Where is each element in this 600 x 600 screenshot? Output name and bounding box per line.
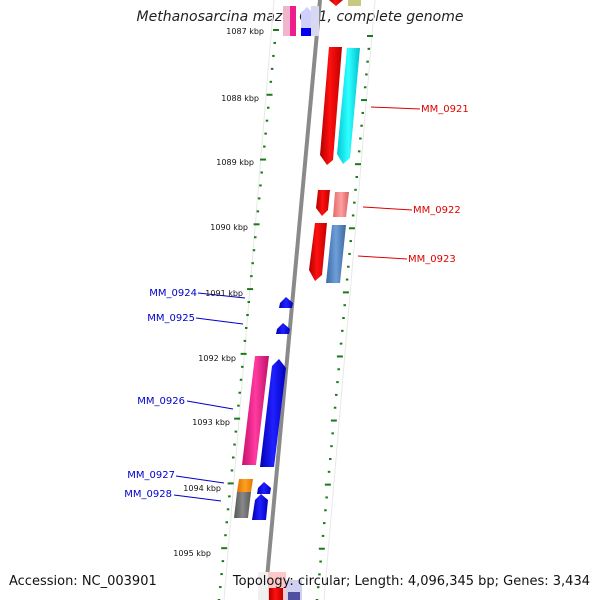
leader-MM_0924 xyxy=(197,292,246,299)
gene-MM_0921-red xyxy=(320,47,342,165)
gene-MM_0925 xyxy=(276,323,290,334)
partial-gene-lavender xyxy=(311,6,319,36)
ruler-label: 1091 kbp xyxy=(205,289,243,298)
partial-gene-white xyxy=(258,572,268,600)
gene-labels: MM_0921 MM_0922 MM_0923 MM_0924 MM_0925 … xyxy=(124,104,468,500)
topology-text: Topology: circular; Length: 4,096,345 bp… xyxy=(232,574,590,589)
inner-ring-edge xyxy=(223,0,275,600)
partial-gene-red-bottom xyxy=(269,588,283,600)
gene-MM_0926-magenta xyxy=(242,356,269,465)
leader-MM_0923 xyxy=(357,255,408,260)
ruler-label: 1090 kbp xyxy=(210,223,248,232)
tick-marks xyxy=(217,29,373,600)
bottom-partial-genes xyxy=(258,572,302,600)
gene-label-MM_0926: MM_0926 xyxy=(137,396,185,407)
gene-label-MM_0922: MM_0922 xyxy=(413,205,461,216)
ruler-label: 1094 kbp xyxy=(183,484,221,493)
leader-MM_0928 xyxy=(173,494,222,502)
gene-MM_0922-red xyxy=(316,190,330,216)
gene-label-MM_0928: MM_0928 xyxy=(124,489,172,500)
ruler-labels: 1087 kbp 1088 kbp 1089 kbp 1090 kbp 1091… xyxy=(173,27,264,558)
reverse-genes xyxy=(234,297,293,520)
map-title: Methanosarcina mazei Go1, complete genom… xyxy=(136,9,464,25)
gene-MM_0921-cyan xyxy=(337,48,360,164)
ruler-label: 1089 kbp xyxy=(216,158,254,167)
leader-MM_0927 xyxy=(175,475,225,484)
gene-MM_0927-orange xyxy=(237,479,253,492)
gene-MM_0923-red xyxy=(309,223,327,281)
partial-gene-indigo-bottom xyxy=(288,592,300,600)
gene-label-MM_0921: MM_0921 xyxy=(421,104,469,115)
partial-gene-olive xyxy=(348,0,361,6)
top-partial-genes xyxy=(283,0,361,36)
forward-genes xyxy=(309,47,360,283)
gene-label-MM_0927: MM_0927 xyxy=(127,470,175,481)
partial-gene-red xyxy=(329,0,343,6)
gene-label-MM_0923: MM_0923 xyxy=(408,254,456,265)
gene-MM_0928-blue xyxy=(252,494,268,520)
partial-gene-magenta xyxy=(290,6,296,36)
ruler-label: 1095 kbp xyxy=(173,549,211,558)
ruler-label: 1092 kbp xyxy=(198,354,236,363)
gene-MM_0922-salmon xyxy=(333,192,349,217)
gene-MM_0924 xyxy=(279,297,293,308)
leader-MM_0921 xyxy=(370,106,421,110)
leader-MM_0922 xyxy=(362,206,413,211)
accession-text: Accession: NC_003901 xyxy=(9,574,157,589)
gene-MM_0923-steelblue xyxy=(326,225,346,283)
label-leaders xyxy=(173,106,421,502)
partial-gene-blue xyxy=(301,28,313,36)
leader-MM_0925 xyxy=(195,317,244,325)
partial-gene-pink xyxy=(283,6,292,36)
genome-backbone xyxy=(263,0,322,600)
gene-label-MM_0924: MM_0924 xyxy=(149,288,197,299)
ruler-label: 1087 kbp xyxy=(226,27,264,36)
gene-label-MM_0925: MM_0925 xyxy=(147,313,195,324)
leader-MM_0926 xyxy=(186,400,234,410)
gene-MM_0928-gray xyxy=(234,492,251,518)
gene-MM_0927-blue xyxy=(257,482,271,494)
ruler-label: 1088 kbp xyxy=(221,94,259,103)
gene-MM_0926-blue xyxy=(260,359,286,467)
ruler-label: 1093 kbp xyxy=(192,418,230,427)
